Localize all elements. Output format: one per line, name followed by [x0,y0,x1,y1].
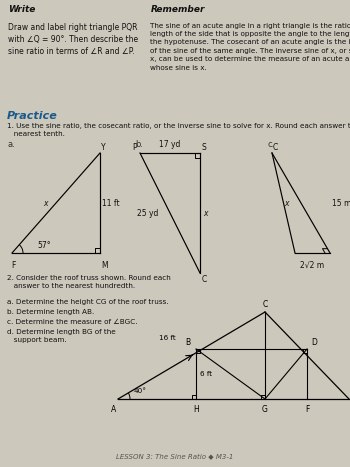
Text: a. Determine the height CG of the roof truss.: a. Determine the height CG of the roof t… [7,299,169,305]
Text: B: B [185,338,190,347]
Text: 15 m: 15 m [332,198,350,207]
Text: Draw and label right triangle PQR
with ∠Q = 90°. Then describe the
sine ratio in: Draw and label right triangle PQR with ∠… [8,23,139,56]
Text: 25 yd: 25 yd [136,208,158,218]
Text: b. Determine length AB.: b. Determine length AB. [7,309,94,315]
Text: 40°: 40° [134,388,147,394]
Text: Remember: Remember [150,5,205,14]
Text: F: F [11,261,15,270]
Text: A: A [111,405,117,414]
Text: 1. Use the sine ratio, the cosecant ratio, or the inverse sine to solve for x. R: 1. Use the sine ratio, the cosecant rati… [7,123,350,137]
Text: 2. Consider the roof truss shown. Round each
   answer to the nearest hundredth.: 2. Consider the roof truss shown. Round … [7,275,171,289]
Text: c. Determine the measure of ∠BGC.: c. Determine the measure of ∠BGC. [7,319,138,325]
Text: x: x [203,208,208,218]
Text: x: x [43,198,48,207]
Text: Practice: Practice [7,111,58,121]
Text: d. Determine length BG of the
   support beam.: d. Determine length BG of the support be… [7,329,116,343]
Text: Write: Write [8,5,36,14]
Text: LESSON 3: The Sine Ratio ◆ M3-1: LESSON 3: The Sine Ratio ◆ M3-1 [116,453,234,459]
Text: C: C [202,275,207,284]
Text: 57°: 57° [37,241,51,250]
Text: a.: a. [7,140,15,149]
Text: 2√2 m: 2√2 m [300,261,324,270]
Text: S: S [202,143,207,152]
Text: C: C [262,300,268,309]
Text: C: C [273,143,278,152]
Text: 16 ft: 16 ft [159,335,176,341]
Text: M: M [101,261,108,270]
Text: b.: b. [135,140,143,149]
Text: 6 ft: 6 ft [200,371,212,377]
Text: P: P [132,143,136,152]
Text: F: F [305,405,309,414]
Text: G: G [262,405,268,414]
Text: 17 yd: 17 yd [159,140,181,149]
Text: The sine of an acute angle in a right triangle is the ratio of the
length of the: The sine of an acute angle in a right tr… [150,23,350,71]
Text: D: D [311,338,317,347]
Text: Y: Y [101,143,106,152]
Text: H: H [193,405,199,414]
Text: 11 ft: 11 ft [102,198,120,207]
Text: x: x [285,198,289,207]
Text: c.: c. [268,140,275,149]
